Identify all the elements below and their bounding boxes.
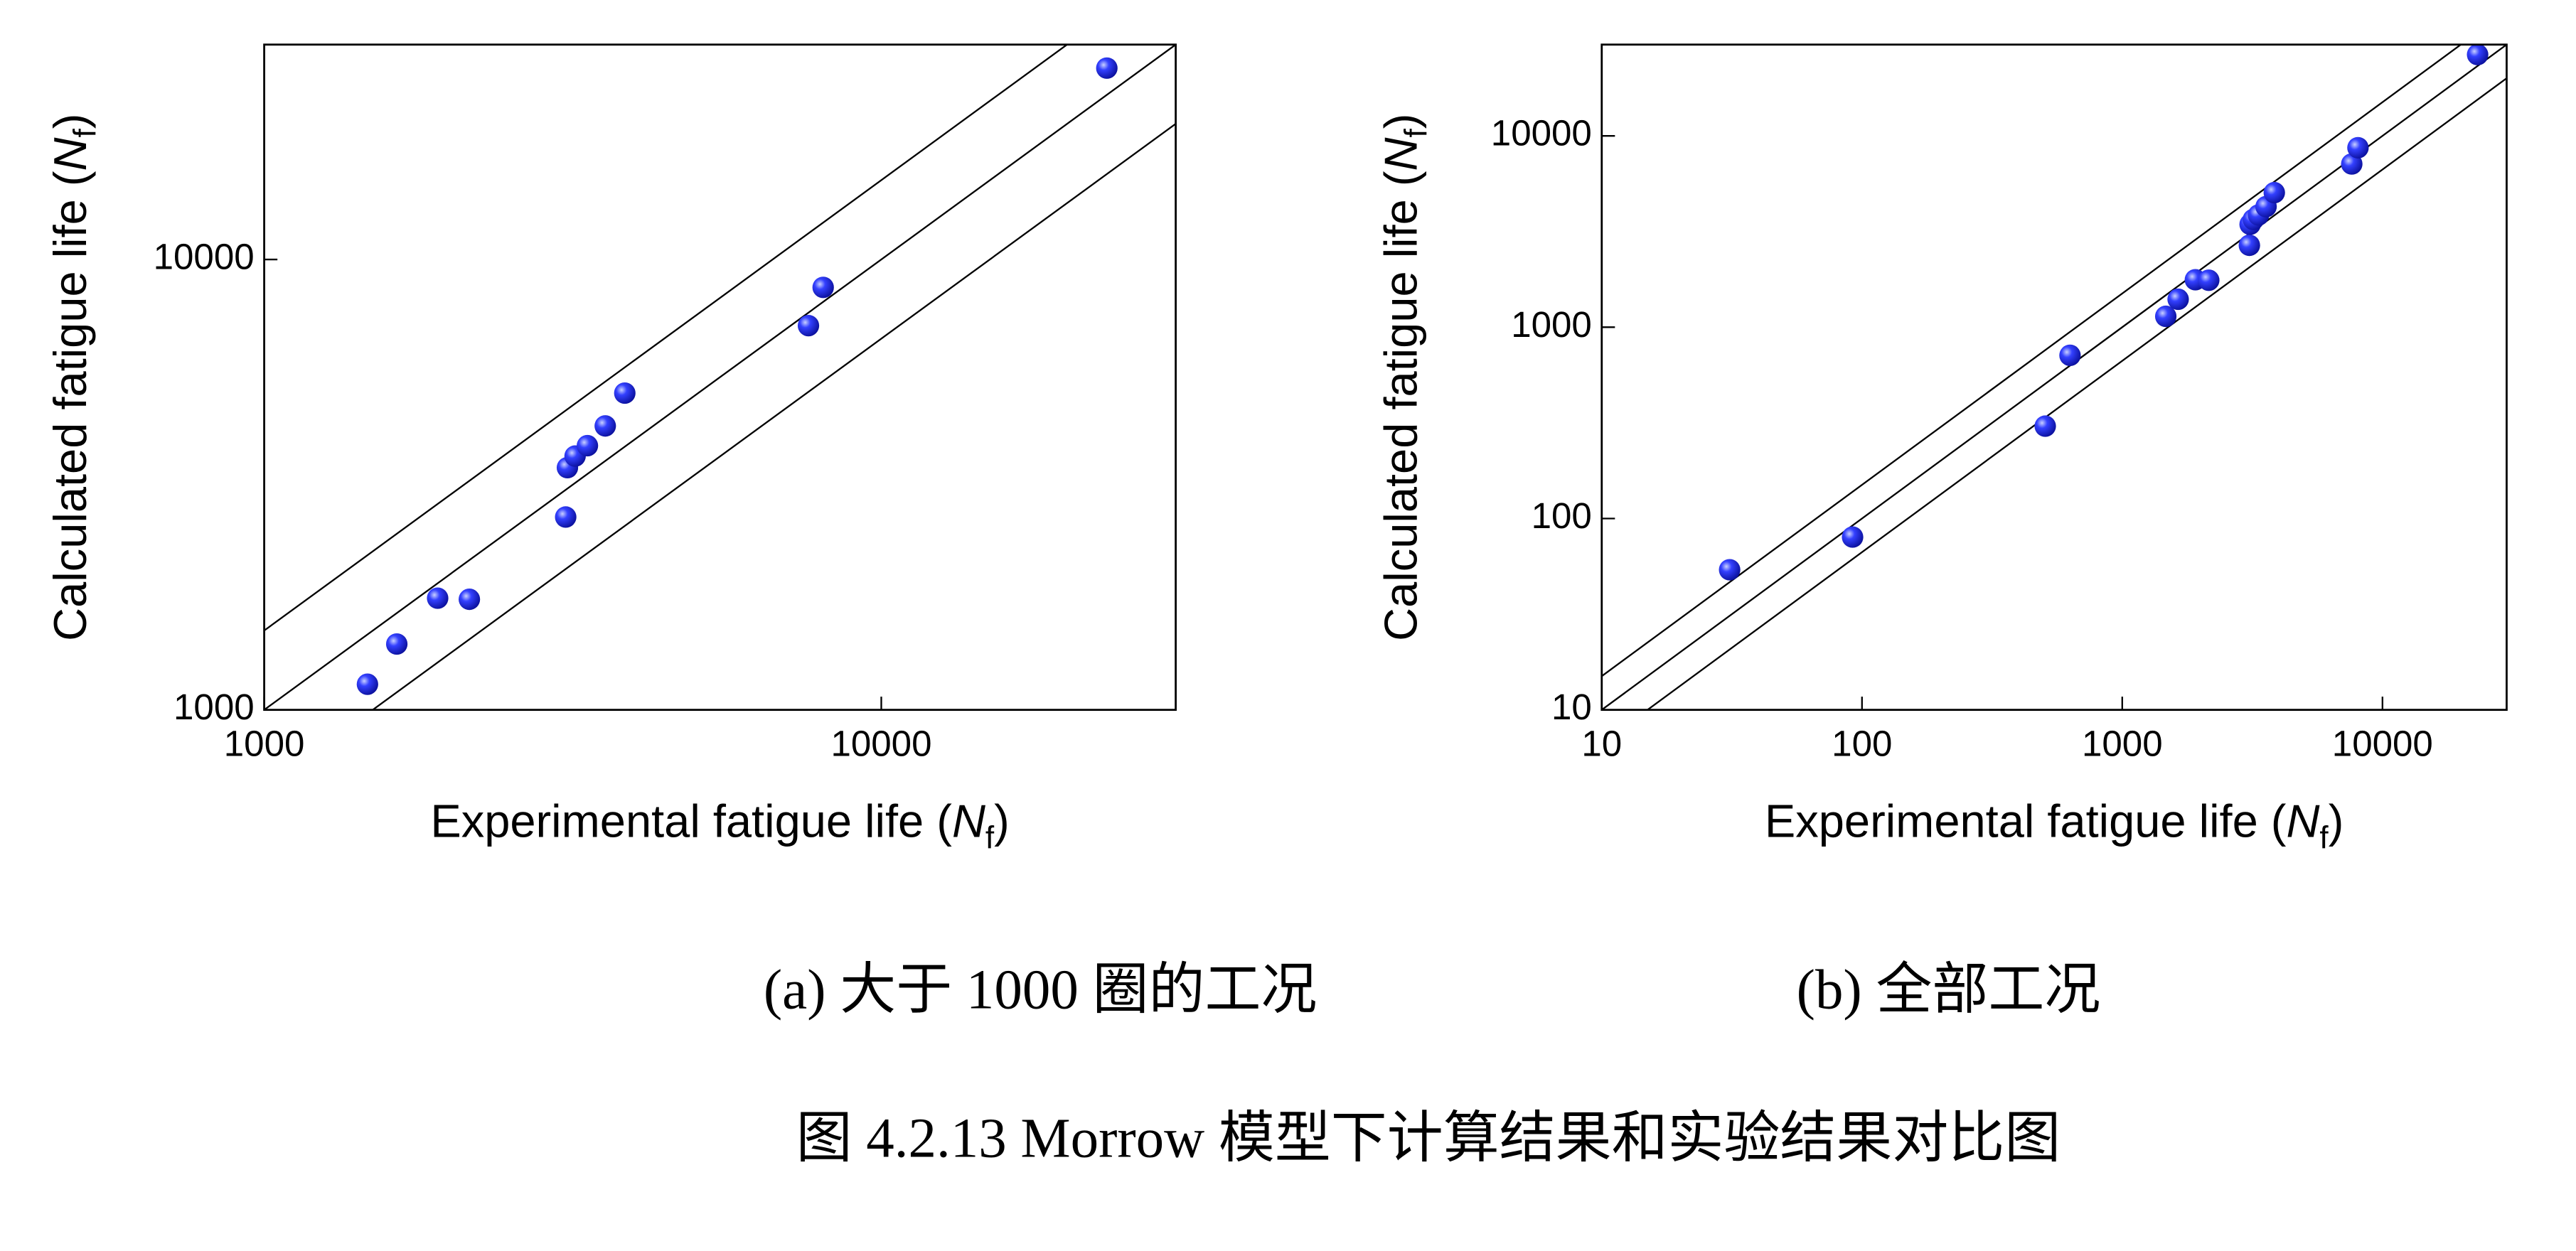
data-point (812, 276, 834, 299)
data-point (1096, 57, 1118, 79)
y-axis-label: Calculated fatigue life (Nf) (1375, 114, 1434, 641)
y-axis-label-part: N (44, 137, 96, 171)
data-point (577, 434, 599, 457)
plot-frame (263, 43, 1177, 712)
x-tick-label: 100 (1832, 723, 1892, 763)
y-axis-label-part: Calculated fatigue life ( (1375, 171, 1427, 641)
y-tick-label: 100 (1532, 495, 1592, 536)
y-tick-label: 10000 (154, 237, 255, 277)
reference-line (264, 44, 1069, 632)
plot-frame (1600, 43, 2508, 712)
data-point (614, 382, 636, 404)
x-axis-label-part: Experimental fatigue life ( (1765, 795, 2287, 847)
y-axis-label-part: Calculated fatigue life ( (44, 171, 96, 641)
x-axis-label: Experimental fatigue life (Nf) (1765, 795, 2343, 856)
chart: 10 100 1000 10000 10 100 1000 10000 Experimental… (1375, 43, 2508, 1021)
reference-line (1601, 44, 2507, 710)
data-point (555, 506, 577, 528)
figure-caption: 图 4.2.13 Morrow 模型下计算结果和实验结果对比图 (796, 1108, 2061, 1170)
y-axis-label-part: ) (44, 114, 96, 129)
x-axis-label-part: Experimental fatigue life ( (430, 795, 952, 847)
subfigure-caption: (b) 全部工况 (1797, 960, 2101, 1021)
x-axis-label-part: f (2319, 821, 2329, 856)
data-point (2238, 234, 2260, 257)
data-point (797, 315, 820, 337)
data-point (459, 589, 481, 611)
y-tick-label: 1000 (173, 687, 255, 727)
y-axis-label-part: f (1399, 129, 1434, 138)
y-axis-label: Calculated fatigue life (Nf) (44, 114, 103, 641)
x-axis-label-part: N (2286, 795, 2319, 847)
x-axis-label-part: ) (994, 795, 1010, 847)
x-tick-label: 1000 (224, 723, 305, 763)
data-point (2167, 288, 2189, 311)
y-axis-label-part: ) (1375, 114, 1427, 129)
data-point (2034, 415, 2056, 437)
y-axis-label-part: f (68, 129, 103, 138)
data-point (2198, 269, 2220, 291)
x-axis-label-part: f (985, 821, 995, 856)
data-point (2154, 305, 2177, 328)
y-axis-label-part: N (1375, 137, 1427, 171)
data-point (1719, 559, 1741, 581)
data-point (2467, 43, 2489, 65)
data-point (594, 415, 616, 437)
data-point (356, 673, 378, 695)
y-tick-label: 1000 (1511, 304, 1592, 345)
subfigure-caption: (a) 大于 1000 圈的工况 (764, 960, 1317, 1021)
data-point (385, 633, 408, 655)
x-axis-label-part: N (952, 795, 985, 847)
y-tick-label: 10 (1551, 687, 1592, 727)
reference-line (1601, 44, 2462, 677)
chart: 1000 10000 1000 10000 Experimental fatigue l… (44, 43, 1317, 1021)
reference-line (371, 123, 1176, 710)
data-point (2341, 153, 2363, 175)
x-tick-label: 10000 (2332, 723, 2433, 763)
x-tick-label: 10000 (830, 723, 931, 763)
x-axis-label-part: ) (2329, 795, 2344, 847)
data-point (2347, 136, 2369, 159)
reference-line (1646, 77, 2507, 710)
data-point (2059, 344, 2081, 366)
x-axis-label: Experimental fatigue life (Nf) (430, 795, 1009, 856)
data-point (427, 587, 449, 609)
data-point (2263, 181, 2285, 204)
x-tick-label: 10 (1581, 723, 1622, 763)
reference-line (264, 44, 1176, 710)
x-tick-label: 1000 (2082, 723, 2163, 763)
y-tick-label: 10000 (1491, 113, 1592, 154)
data-point (1842, 526, 1864, 548)
